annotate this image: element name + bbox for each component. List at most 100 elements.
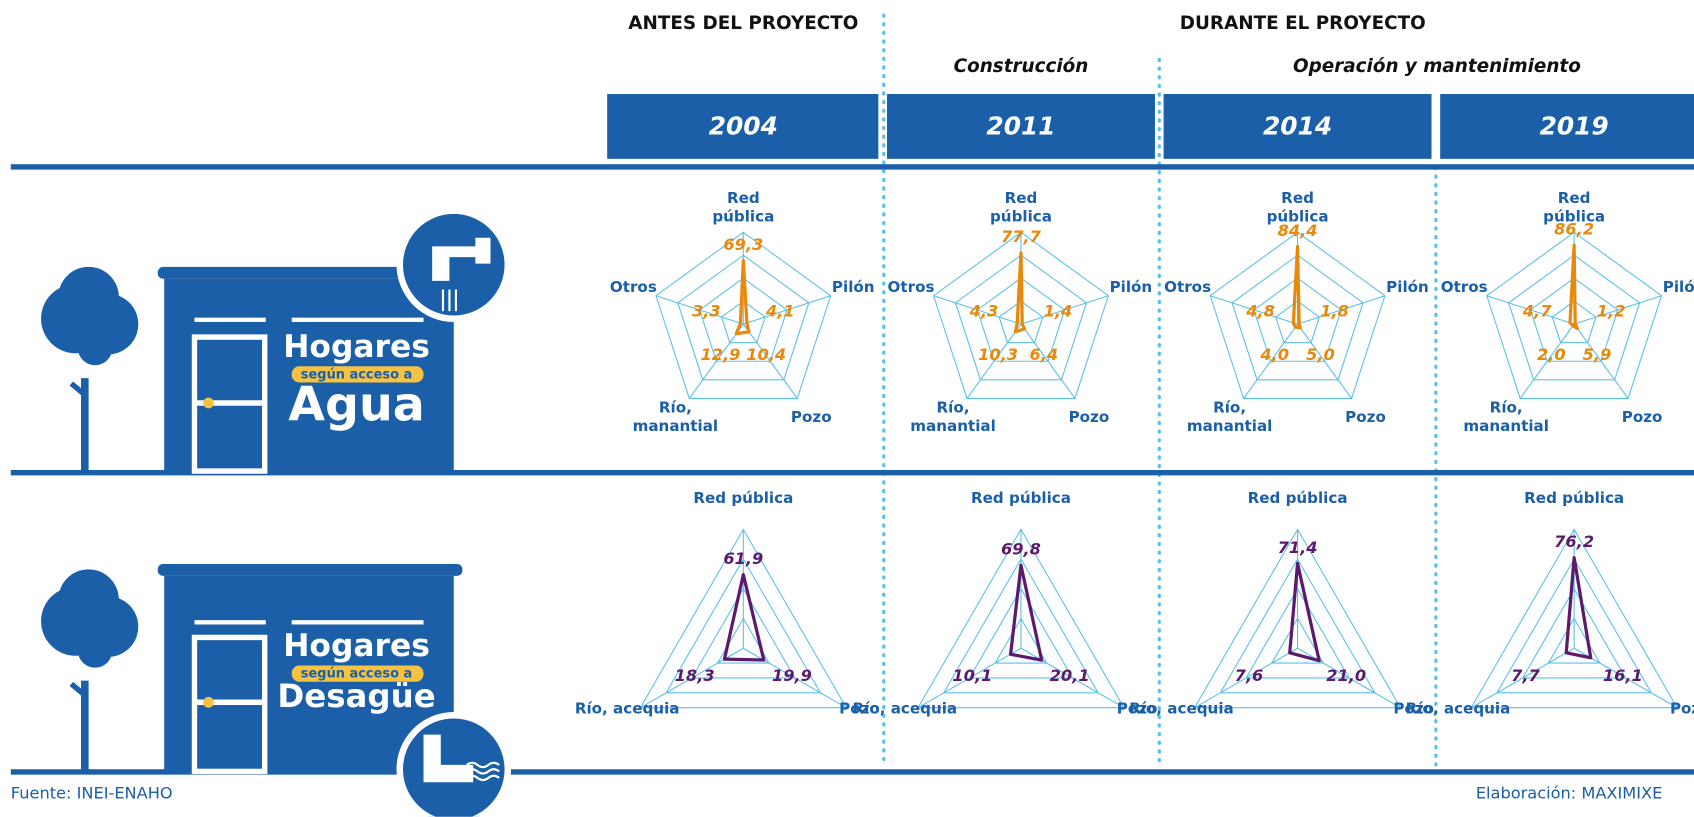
value-label: 77,7 (1001, 227, 1042, 246)
data-polygon (1013, 251, 1027, 334)
value-label: 76,2 (1554, 532, 1594, 551)
grid-ring (716, 617, 770, 664)
spoke (1297, 295, 1386, 325)
value-label: 10,1 (952, 666, 992, 685)
grid-ring (690, 587, 796, 679)
spoke (1470, 647, 1575, 709)
spoke (1020, 295, 1109, 325)
spoke (1210, 295, 1298, 325)
grid-ring (1508, 254, 1641, 381)
year: 2011 (986, 111, 1055, 140)
grid-ring (933, 231, 1109, 399)
axis-label: Red pública (712, 190, 775, 226)
header-during: DURANTE EL PROYECTO (1180, 13, 1426, 34)
value-label: 84,4 (1278, 221, 1318, 240)
spoke (1020, 323, 1076, 399)
value-label: 4,7 (1522, 302, 1552, 321)
data-polygon (1291, 244, 1302, 330)
value-label: 4,8 (1245, 302, 1275, 321)
grid-ring (1193, 528, 1402, 709)
axis-label: Pilón (1662, 279, 1694, 297)
grid-ring (1231, 254, 1364, 381)
house-topic: Desagüe (277, 677, 435, 715)
grid-ring (1270, 617, 1325, 664)
value-label: 3,3 (692, 302, 721, 321)
house-subtitle: según acceso a (301, 667, 412, 682)
spoke (1519, 323, 1575, 399)
spoke (688, 323, 744, 399)
value-label: 16,1 (1603, 666, 1643, 685)
data-polygon (722, 573, 766, 662)
house-topic: Agua (288, 377, 425, 432)
grid-ring (954, 254, 1088, 381)
axis-label: Red pública (1247, 489, 1348, 508)
value-label: 18,3 (675, 666, 715, 685)
axis-label: Otros (1164, 279, 1212, 297)
axis-label: Pozo (1345, 408, 1386, 426)
value-label: 10,3 (978, 345, 1018, 364)
house-water: Hogares según acceso a Agua (41, 207, 512, 474)
axis-label: Río, acequia (574, 700, 680, 718)
spoke (655, 295, 744, 325)
grid-ring (998, 300, 1044, 344)
axis-label: Río, acequia (1405, 700, 1511, 718)
axis-label: Río, manantial (632, 399, 719, 435)
grid-ring (1245, 587, 1350, 679)
grid-ring (1521, 587, 1627, 679)
spoke (743, 647, 847, 709)
axis-label: Río, manantial (1463, 399, 1549, 435)
value-label: 21,0 (1326, 666, 1366, 685)
source: Fuente: INEI-ENAHO (11, 784, 173, 803)
axis-label: Pilón (831, 279, 875, 297)
phase-operation: Operación y mantenimiento (1293, 56, 1581, 77)
credit: Elaboración: MAXIMIXE (1476, 784, 1663, 803)
value-label: 2,0 (1537, 345, 1566, 364)
axis-label: Otros (609, 279, 657, 297)
axis-label: Pozo (1669, 700, 1694, 718)
header-before: ANTES DEL PROYECTO (628, 13, 858, 34)
spoke (933, 295, 1022, 325)
value-label: 6,4 (1029, 345, 1058, 364)
grid-ring (699, 277, 788, 362)
axis-label: Red pública (1524, 489, 1625, 508)
grid-ring (1219, 558, 1376, 694)
axis-label: Río, manantial (1186, 399, 1273, 435)
axis-label: Pozo (1116, 700, 1158, 718)
grid-ring (677, 254, 810, 381)
grid-ring (1253, 277, 1342, 362)
value-label: 10,4 (746, 345, 786, 364)
value-label: 12,9 (700, 345, 740, 364)
value-label: 1,4 (1044, 302, 1073, 321)
axis-label: Pozo (1393, 700, 1435, 718)
grid-ring (1529, 277, 1619, 362)
grid-ring (1275, 300, 1321, 344)
value-label: 5,0 (1306, 345, 1335, 364)
grid-ring (1496, 558, 1653, 694)
grid-ring (942, 558, 1100, 694)
grid-ring (655, 231, 832, 399)
grid-ring (976, 277, 1066, 362)
grid-ring (1209, 231, 1386, 399)
house-subtitle: según acceso a (301, 367, 412, 382)
spoke (743, 295, 831, 325)
data-polygon (734, 258, 751, 336)
house-title: Hogares (283, 329, 430, 365)
grid-ring (917, 528, 1125, 709)
axis-label: Pozo (1621, 408, 1663, 426)
axis-label: Otros (1440, 279, 1488, 297)
axis-label: Pilón (1109, 279, 1153, 297)
spoke (742, 323, 798, 399)
spoke (1194, 647, 1298, 709)
grid-ring (720, 300, 766, 344)
value-label: 4,0 (1259, 345, 1289, 364)
axis-label: Red pública (1543, 190, 1606, 226)
data-polygon (1564, 556, 1593, 660)
house-title: Hogares (283, 628, 430, 664)
grid-ring (1551, 300, 1597, 344)
grid-ring (968, 587, 1074, 679)
value-label: 4,3 (969, 302, 999, 321)
grid-ring (639, 528, 848, 709)
data-polygon (1008, 563, 1044, 662)
